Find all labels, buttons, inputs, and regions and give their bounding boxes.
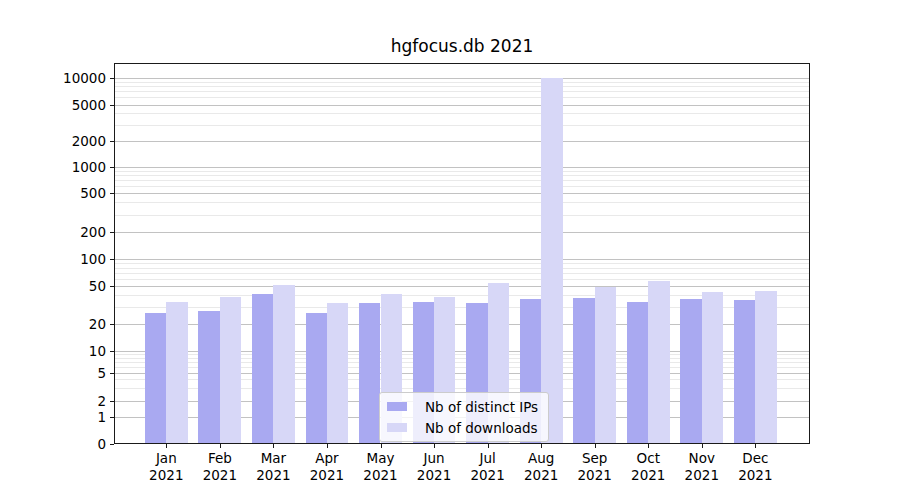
y-tick	[110, 141, 114, 142]
y-tick	[110, 78, 114, 79]
y-tick-label: 0	[36, 436, 106, 452]
bar-downloads-nov	[702, 292, 723, 444]
major-gridline	[115, 259, 809, 260]
y-tick-label: 5000	[36, 97, 106, 113]
minor-gridline	[115, 175, 809, 176]
y-tick	[110, 417, 114, 418]
minor-gridline	[115, 202, 809, 203]
x-tick	[595, 444, 596, 448]
bar-downloads-mar	[273, 285, 294, 444]
y-tick-label: 1	[36, 409, 106, 425]
y-tick	[110, 232, 114, 233]
minor-gridline	[115, 171, 809, 172]
y-tick-label: 5	[36, 365, 106, 381]
bar-distinct-ips-may	[359, 303, 380, 444]
y-tick	[110, 444, 114, 445]
x-tick	[220, 444, 221, 448]
legend: Nb of distinct IPs Nb of downloads	[379, 392, 549, 442]
minor-gridline	[115, 86, 809, 87]
major-gridline	[115, 286, 809, 287]
y-tick	[110, 167, 114, 168]
bar-downloads-apr	[327, 303, 348, 444]
x-tick	[755, 444, 756, 448]
minor-gridline	[115, 113, 809, 114]
legend-swatch-distinct-ips-icon	[387, 402, 407, 411]
x-tick	[648, 444, 649, 448]
minor-gridline	[115, 263, 809, 264]
legend-label-downloads: Nb of downloads	[425, 420, 538, 436]
major-gridline	[115, 193, 809, 194]
legend-swatch-downloads-icon	[387, 423, 407, 432]
y-tick	[110, 373, 114, 374]
y-tick	[110, 401, 114, 402]
y-tick-label: 2000	[36, 133, 106, 149]
y-tick-label: 10000	[36, 70, 106, 86]
y-tick-label: 50	[36, 278, 106, 294]
bar-distinct-ips-feb	[198, 311, 219, 444]
bar-distinct-ips-mar	[252, 294, 273, 444]
minor-gridline	[115, 268, 809, 269]
x-tick	[488, 444, 489, 448]
bar-distinct-ips-jan	[145, 313, 166, 444]
y-tick-label: 100	[36, 251, 106, 267]
y-tick	[110, 324, 114, 325]
y-tick	[110, 259, 114, 260]
minor-gridline	[115, 91, 809, 92]
y-tick	[110, 105, 114, 106]
bar-downloads-dec	[755, 291, 776, 444]
minor-gridline	[115, 273, 809, 274]
x-tick	[434, 444, 435, 448]
x-tick	[327, 444, 328, 448]
legend-item-downloads: Nb of downloads	[387, 419, 538, 436]
y-tick-label: 10	[36, 343, 106, 359]
minor-gridline	[115, 180, 809, 181]
bar-downloads-sep	[595, 287, 616, 444]
minor-gridline	[115, 97, 809, 98]
minor-gridline	[115, 82, 809, 83]
bar-distinct-ips-dec	[734, 300, 755, 444]
minor-gridline	[115, 279, 809, 280]
major-gridline	[115, 141, 809, 142]
bar-downloads-aug	[541, 78, 562, 445]
legend-label-distinct-ips: Nb of distinct IPs	[425, 399, 538, 415]
y-tick	[110, 351, 114, 352]
bar-downloads-feb	[220, 297, 241, 444]
x-tick	[541, 444, 542, 448]
y-tick	[110, 286, 114, 287]
y-tick-label: 500	[36, 185, 106, 201]
y-tick-label: 20	[36, 316, 106, 332]
legend-item-distinct-ips: Nb of distinct IPs	[387, 398, 538, 415]
x-tick	[702, 444, 703, 448]
x-tick	[273, 444, 274, 448]
minor-gridline	[115, 186, 809, 187]
major-gridline	[115, 105, 809, 106]
y-tick-label: 200	[36, 224, 106, 240]
bar-distinct-ips-sep	[573, 298, 594, 444]
bar-downloads-jan	[166, 302, 187, 444]
y-tick-label: 2	[36, 393, 106, 409]
minor-gridline	[115, 215, 809, 216]
major-gridline	[115, 78, 809, 79]
bar-downloads-oct	[648, 281, 669, 444]
figure: hgfocus.db 2021 Nb of distinct IPs Nb of…	[0, 0, 900, 500]
bar-distinct-ips-apr	[306, 313, 327, 444]
major-gridline	[115, 167, 809, 168]
y-tick-label: 1000	[36, 159, 106, 175]
minor-gridline	[115, 125, 809, 126]
x-tick-label: Dec 2021	[723, 450, 787, 484]
bar-distinct-ips-nov	[680, 299, 701, 444]
x-tick	[381, 444, 382, 448]
x-tick	[166, 444, 167, 448]
major-gridline	[115, 232, 809, 233]
y-tick	[110, 193, 114, 194]
bar-distinct-ips-oct	[627, 302, 648, 444]
chart-title: hgfocus.db 2021	[114, 36, 810, 56]
